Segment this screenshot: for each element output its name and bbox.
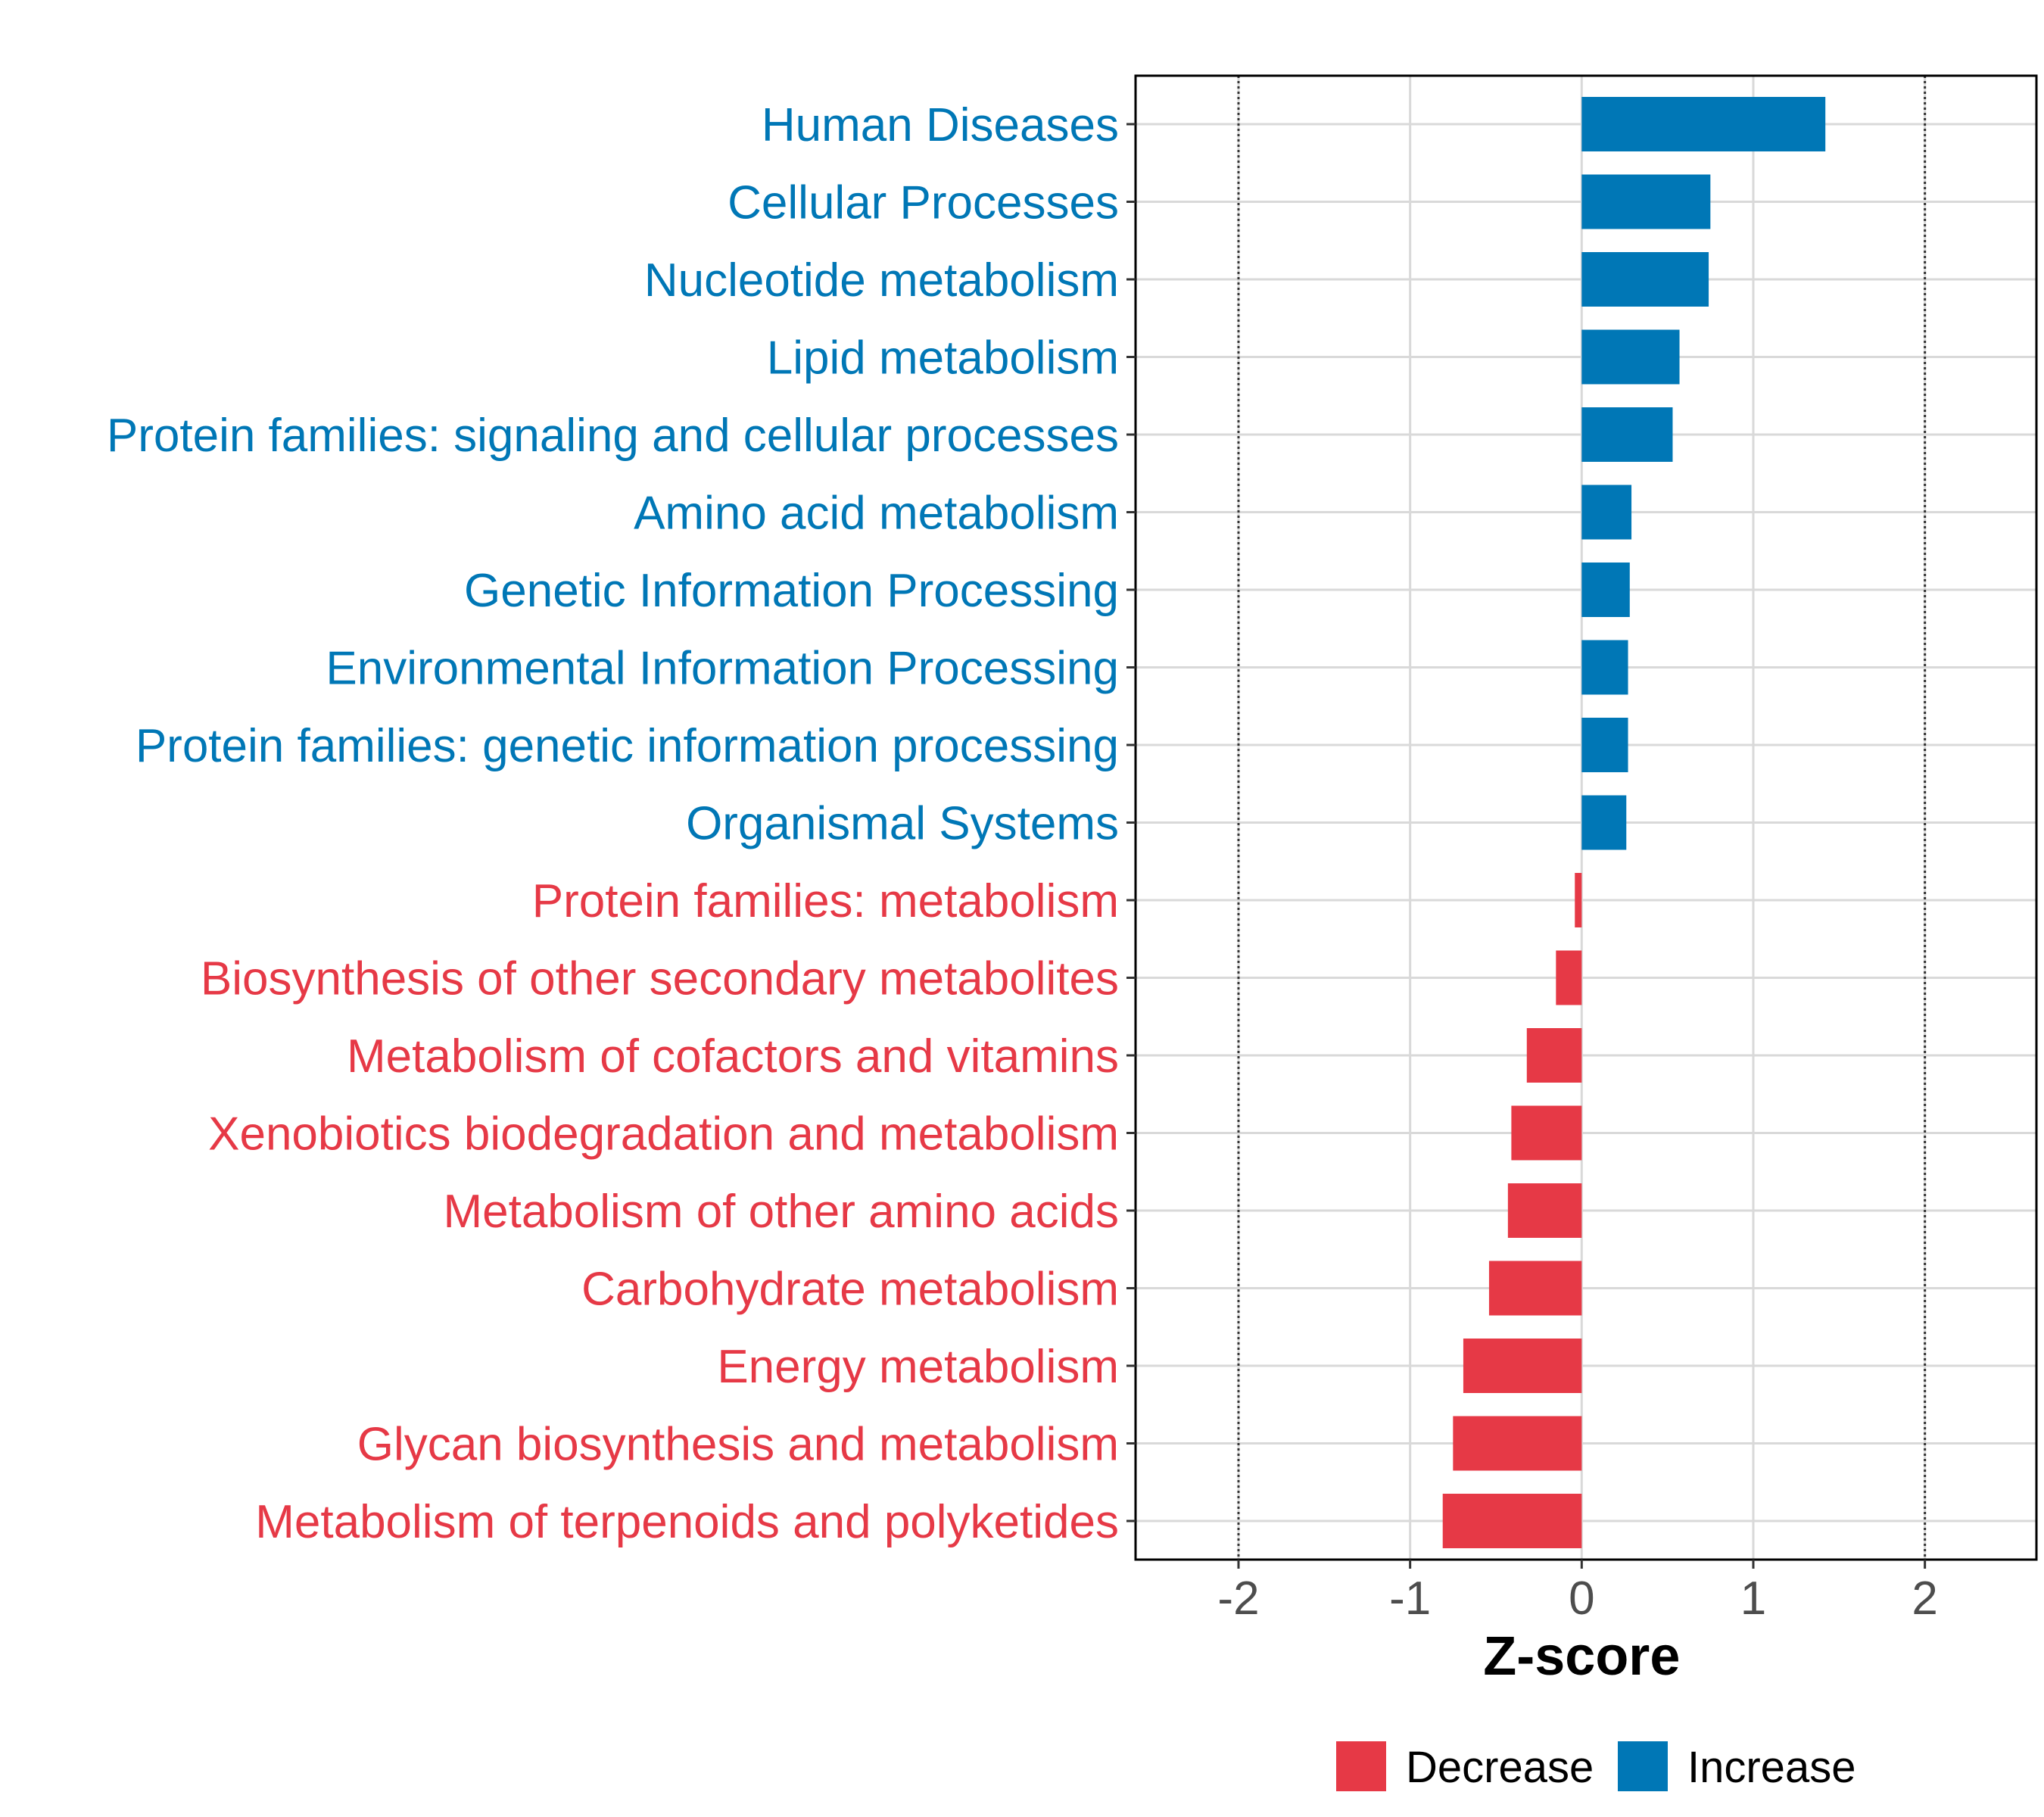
category-label-glycan-biosynthesis-and-metabolism: Glycan biosynthesis and metabolism (357, 1419, 1119, 1471)
category-label-genetic-information-processing: Genetic Information Processing (464, 565, 1119, 617)
bar-organismal-systems (1581, 795, 1627, 850)
bar-environmental-information-processing (1581, 640, 1628, 695)
bars (1442, 97, 1826, 1548)
category-label-protein-families-signaling-and-cellular-processes: Protein families: signaling and cellular… (107, 410, 1119, 462)
category-label-metabolism-of-cofactors-and-vitamins: Metabolism of cofactors and vitamins (347, 1030, 1119, 1083)
bar-metabolism-of-cofactors-and-vitamins (1526, 1028, 1582, 1083)
bar-metabolism-of-terpenoids-and-polyketides (1442, 1494, 1582, 1548)
bar-glycan-biosynthesis-and-metabolism (1453, 1416, 1582, 1471)
category-label-human-diseases: Human Diseases (762, 99, 1119, 151)
bar-protein-families-genetic-information-processing (1581, 718, 1628, 772)
category-label-cellular-processes: Cellular Processes (728, 177, 1119, 229)
category-label-xenobiotics-biodegradation-and-metabolism: Xenobiotics biodegradation and metabolis… (208, 1108, 1119, 1161)
x-tick-label: -1 (1389, 1572, 1431, 1625)
bar-biosynthesis-of-other-secondary-metabolites (1556, 950, 1582, 1005)
x-axis-title: Z-score (1483, 1626, 1680, 1687)
reference-lines (1237, 76, 1927, 1560)
legend-label-increase: Increase (1687, 1743, 1855, 1792)
bar-lipid-metabolism (1581, 329, 1680, 385)
bar-amino-acid-metabolism (1581, 485, 1632, 540)
bar-energy-metabolism (1463, 1339, 1582, 1393)
x-tick-label: -2 (1217, 1572, 1259, 1625)
category-label-lipid-metabolism: Lipid metabolism (767, 332, 1119, 385)
category-label-metabolism-of-terpenoids-and-polyketides: Metabolism of terpenoids and polyketides (255, 1496, 1119, 1548)
category-label-environmental-information-processing: Environmental Information Processing (326, 643, 1119, 695)
panel-border (1134, 74, 2038, 1561)
bar-human-diseases (1581, 97, 1826, 151)
category-label-metabolism-of-other-amino-acids: Metabolism of other amino acids (443, 1186, 1119, 1238)
legend: Decrease Increase (1336, 1741, 1855, 1792)
category-label-biosynthesis-of-other-secondary-metabolites: Biosynthesis of other secondary metaboli… (201, 953, 1119, 1005)
category-label-carbohydrate-metabolism: Carbohydrate metabolism (581, 1264, 1119, 1316)
category-label-amino-acid-metabolism: Amino acid metabolism (634, 488, 1119, 540)
category-label-organismal-systems: Organismal Systems (686, 798, 1119, 850)
legend-label-decrease: Decrease (1406, 1743, 1594, 1792)
legend-swatch-decrease (1336, 1741, 1386, 1791)
x-tick-label: 1 (1740, 1572, 1766, 1625)
bar-cellular-processes (1581, 174, 1711, 229)
bar-carbohydrate-metabolism (1488, 1261, 1582, 1316)
x-tick-label: 0 (1569, 1572, 1594, 1625)
x-tick-label: 2 (1912, 1572, 1937, 1625)
category-label-nucleotide-metabolism: Nucleotide metabolism (644, 254, 1119, 307)
category-label-protein-families-metabolism: Protein families: metabolism (532, 875, 1119, 927)
y-axis-ticks (1126, 123, 1136, 1522)
bar-genetic-information-processing (1581, 563, 1630, 617)
bar-protein-families-signaling-and-cellular-processes (1581, 407, 1673, 462)
category-labels: Human Diseases Cellular Processes Nucleoti… (107, 99, 1119, 1548)
legend-swatch-increase (1618, 1741, 1668, 1791)
category-label-energy-metabolism: Energy metabolism (717, 1341, 1119, 1393)
bar-metabolism-of-other-amino-acids (1507, 1183, 1582, 1238)
x-axis-ticks: -2 -1 0 1 2 (1217, 1560, 1938, 1625)
bar-protein-families-metabolism (1575, 873, 1582, 927)
bar-nucleotide-metabolism (1581, 252, 1709, 307)
bar-xenobiotics-biodegradation-and-metabolism (1511, 1105, 1582, 1161)
category-label-protein-families-genetic-information-processing: Protein families: genetic information pr… (136, 720, 1119, 772)
